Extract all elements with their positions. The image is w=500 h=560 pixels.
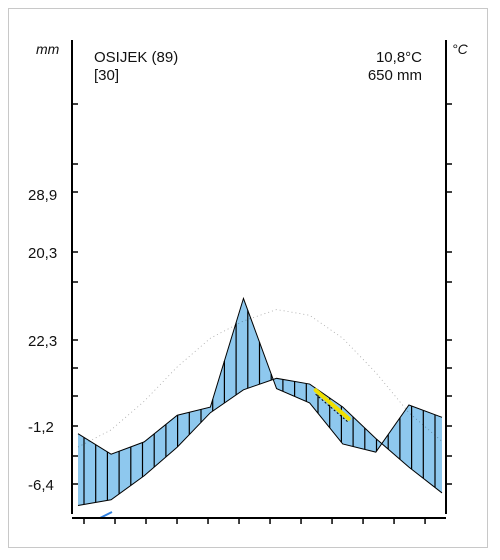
precipitation-area bbox=[78, 298, 442, 506]
left-tick-label: 22,3 bbox=[28, 333, 57, 350]
annual-precipitation-label: 650 mm bbox=[368, 67, 422, 84]
temperature-min-curve bbox=[77, 377, 443, 507]
dry-period-mark bbox=[313, 388, 351, 421]
left-tick-label: -6,4 bbox=[28, 477, 54, 494]
left-tick-label: 20,3 bbox=[28, 245, 57, 262]
chart-frame bbox=[8, 8, 488, 548]
mean-temperature-label: 10,8°C bbox=[376, 49, 422, 66]
dry-period-outline bbox=[315, 393, 350, 424]
left-tick-label: 28,9 bbox=[28, 187, 57, 204]
years-label: [30] bbox=[94, 67, 119, 84]
left-tick-label: -1,2 bbox=[28, 419, 54, 436]
station-title: OSIJEK (89) bbox=[94, 49, 178, 66]
precipitation-curve bbox=[77, 296, 443, 455]
right-unit-label: °C bbox=[452, 41, 469, 57]
left-unit-label: mm bbox=[36, 41, 60, 57]
